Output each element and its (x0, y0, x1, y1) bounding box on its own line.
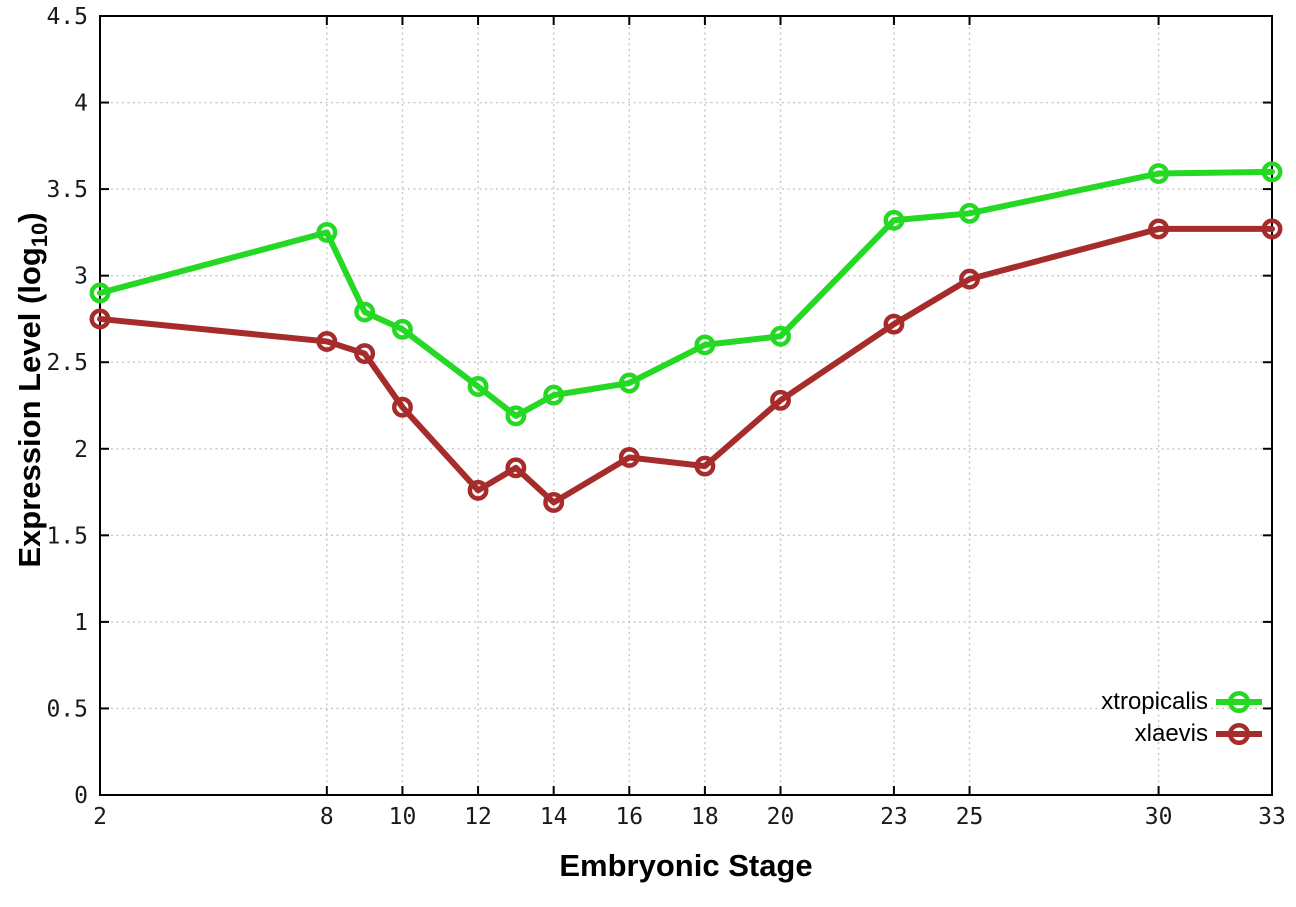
data-point-marker (89, 282, 111, 304)
data-point-marker (467, 376, 489, 397)
x-tick-label: 23 (880, 804, 908, 830)
plot-border (99, 15, 1273, 796)
y-axis-title-close: ) (12, 212, 47, 223)
x-tick-label: 2 (93, 804, 107, 830)
data-point-marker (1148, 218, 1170, 240)
data-point-marker (883, 313, 905, 335)
data-point-marker (354, 301, 376, 323)
legend-sample-marker (1227, 690, 1251, 714)
legend-label-xlaevis: xlaevis (1134, 720, 1208, 747)
y-tick-label: 4 (74, 91, 88, 117)
data-point-marker (770, 325, 791, 347)
legend-marker-xlaevis (1216, 722, 1262, 746)
x-axis-title: Embryonic Stage (559, 848, 813, 883)
grid-lines (100, 16, 1272, 795)
data-point-marker (883, 209, 905, 231)
series-line-xtropicalis (97, 168, 1275, 419)
data-point-marker (505, 405, 527, 427)
data-point-marker (959, 268, 980, 290)
x-tick-label: 18 (691, 804, 719, 830)
x-tick-label: 10 (389, 804, 417, 830)
data-point-marker (770, 389, 791, 411)
data-point-marker (392, 396, 413, 418)
legend-label-xtropicalis: xtropicalis (1101, 688, 1208, 715)
x-tick-label: 20 (767, 804, 795, 830)
x-tick-label: 12 (464, 804, 492, 830)
y-tick-label: 1.5 (46, 523, 88, 549)
tick-marks (99, 15, 1273, 796)
y-tick-label: 0.5 (46, 696, 88, 722)
y-tick-label: 2 (74, 437, 88, 463)
tick-labels: 2 8 10 12 14 16 18 20 23 25 30 33 0 0.5 1 1.5 2 2.5 3 3.5 4 4… (46, 4, 1285, 830)
data-point-marker (618, 372, 640, 394)
legend-marker-xtropicalis (1216, 690, 1262, 714)
data-point-marker (392, 318, 413, 340)
data-point-marker (694, 334, 716, 356)
y-tick-label: 3.5 (46, 177, 88, 203)
data-point-marker (316, 330, 338, 352)
y-axis-title-text: Expression Level (log (12, 247, 47, 568)
x-tick-label: 14 (540, 804, 568, 830)
data-point-marker (618, 446, 640, 468)
y-axis-title: Expression Level (log10) (12, 212, 52, 568)
y-axis-title-subscript: 10 (27, 222, 52, 248)
data-point-marker (354, 343, 376, 365)
y-tick-label: 4.5 (46, 4, 88, 30)
data-point-marker (959, 202, 980, 224)
y-tick-label: 2.5 (46, 350, 88, 376)
data-point-marker (467, 479, 489, 501)
data-point-marker (1261, 218, 1283, 240)
y-tick-label: 3 (74, 264, 88, 290)
data-point-marker (89, 308, 111, 330)
legend-sample-marker (1227, 722, 1251, 746)
data-point-marker (505, 457, 527, 479)
data-point-marker (543, 491, 565, 513)
x-tick-label: 8 (320, 804, 334, 830)
data-point-marker (1148, 163, 1170, 184)
y-tick-label: 1 (74, 610, 88, 636)
x-tick-label: 16 (615, 804, 643, 830)
data-point-marker (316, 221, 338, 243)
x-tick-label: 33 (1258, 804, 1286, 830)
data-point-marker (1261, 161, 1283, 183)
data-point-marker (694, 455, 716, 477)
y-tick-label: 0 (74, 783, 88, 809)
series-line-xlaevis (97, 225, 1275, 506)
x-tick-label: 25 (956, 804, 984, 830)
data-point-marker (543, 384, 565, 406)
x-tick-label: 30 (1145, 804, 1173, 830)
series-xtropicalis (89, 161, 1283, 427)
series-xlaevis (89, 218, 1283, 513)
